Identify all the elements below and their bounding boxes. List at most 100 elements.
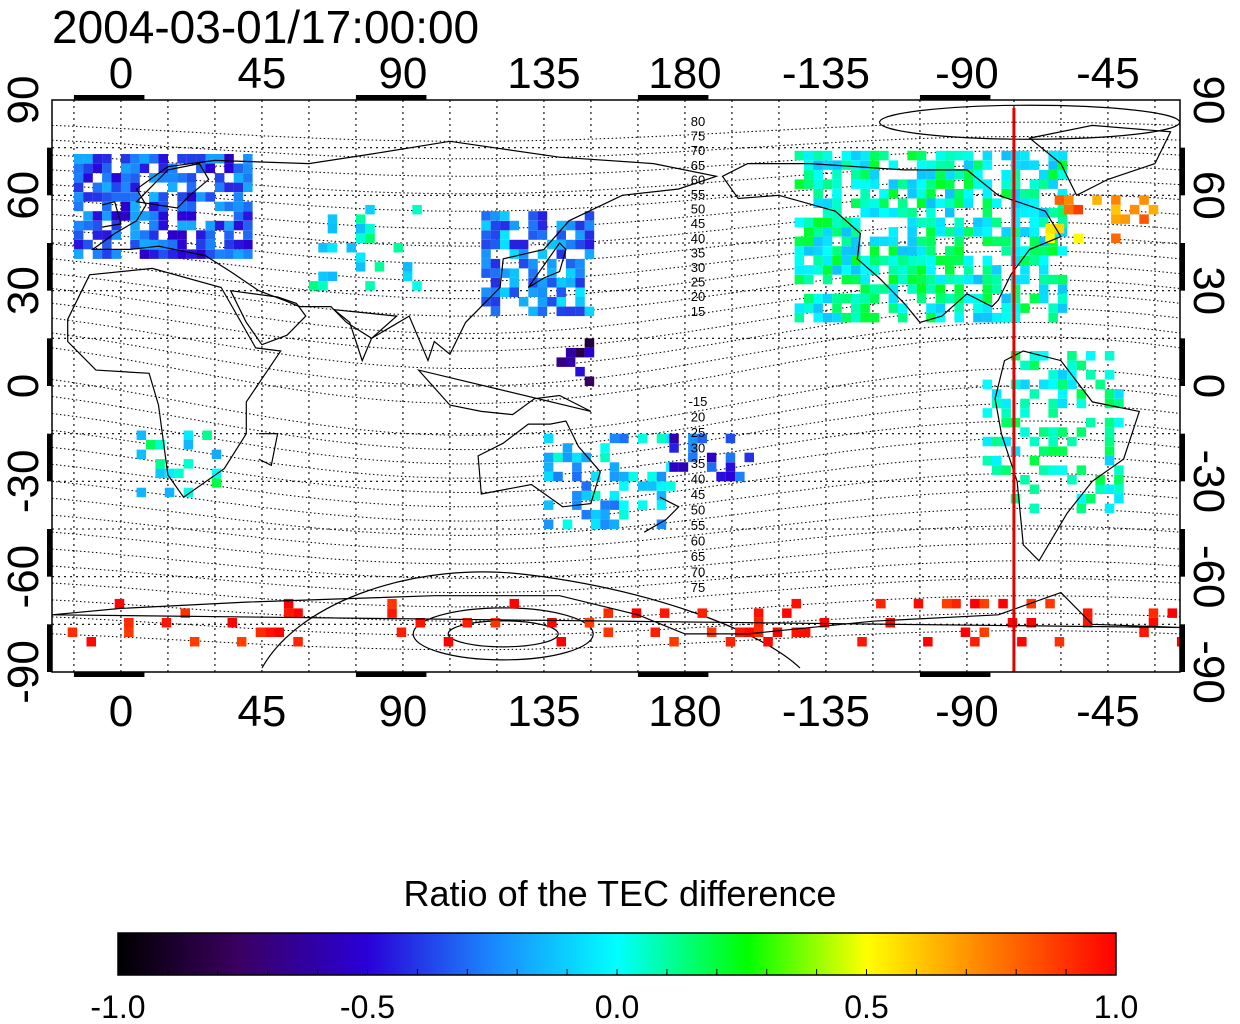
tec-cell (819, 618, 830, 628)
tec-cell (211, 449, 222, 460)
tec-cell (860, 312, 870, 323)
tec-cell (556, 278, 566, 288)
tec-cell (415, 618, 425, 628)
tec-cell (935, 312, 946, 323)
tec-cell (1010, 284, 1021, 294)
contour-label: 80 (691, 114, 705, 129)
tec-cell (236, 637, 247, 647)
tec-cell (609, 433, 620, 444)
tec-cell (1086, 351, 1096, 361)
tec-cell (543, 471, 554, 482)
tec-cell (186, 182, 197, 193)
coastline (332, 308, 399, 363)
tec-cell (73, 201, 84, 212)
tec-cell (935, 217, 946, 228)
tec-cell (973, 303, 983, 313)
tec-cell (481, 239, 491, 250)
tec-cell (102, 201, 112, 212)
tec-cell (926, 312, 936, 323)
tec-cell (982, 236, 993, 247)
tec-cell (186, 249, 197, 259)
tec-cell (945, 293, 955, 304)
lat-label-right: 30 (1184, 266, 1233, 315)
tec-cell (528, 278, 538, 288)
tec-cell (822, 255, 833, 266)
coastline (67, 267, 282, 499)
tec-cell (822, 246, 833, 256)
tec-cell (832, 217, 842, 228)
tec-cell (1029, 227, 1040, 237)
tec-cell (669, 637, 679, 647)
tec-cell (565, 306, 576, 317)
tec-cell (1001, 150, 1011, 161)
tec-cell (832, 246, 842, 256)
tec-cell (794, 236, 805, 247)
tec-cell (149, 192, 159, 202)
mlat-contour (52, 321, 1180, 387)
tec-cell (907, 255, 917, 266)
mlat-contour (52, 507, 1180, 551)
tec-cell (565, 268, 576, 278)
tec-cell (869, 265, 880, 275)
tec-cell (167, 173, 178, 183)
tec-cell (1039, 274, 1049, 285)
tec-cell (124, 618, 134, 628)
tec-cell (963, 227, 974, 237)
tec-cell (365, 233, 375, 243)
tec-cell (124, 627, 134, 637)
tec-cell (1010, 198, 1021, 208)
lat-label-left: -90 (0, 640, 48, 704)
tec-cell (1067, 379, 1077, 390)
tec-cell (600, 443, 610, 453)
tec-cell (490, 211, 501, 221)
tec-cell (139, 239, 150, 250)
tec-cell (177, 154, 187, 164)
tec-cell (992, 398, 1002, 409)
tec-cell (926, 255, 936, 266)
tec-cell (1029, 217, 1040, 228)
tec-cell (907, 227, 917, 237)
tec-cell (650, 627, 660, 637)
lon-label-bottom: -135 (782, 687, 870, 736)
tec-cell (954, 274, 964, 285)
tec-cell (102, 192, 112, 202)
tec-cell (982, 408, 993, 418)
contour-label: 20 (691, 289, 705, 304)
tec-cell (916, 293, 927, 304)
tec-cell (490, 268, 501, 278)
tec-cell (186, 192, 197, 202)
tec-cell (791, 627, 801, 637)
tec-cell (365, 204, 375, 215)
tec-cell (841, 246, 852, 256)
tec-cell (973, 169, 983, 180)
tec-cell (243, 173, 253, 183)
lat-label-left: 90 (0, 76, 48, 125)
tec-cell (167, 239, 178, 250)
tec-cell (1048, 436, 1058, 447)
tec-cell (851, 255, 861, 266)
tec-cell (214, 182, 225, 193)
tec-cell (907, 246, 917, 256)
tec-cell (158, 220, 168, 231)
tec-cell (120, 192, 131, 202)
tec-cell (584, 211, 595, 221)
tec-cell (600, 509, 610, 520)
coastline (101, 200, 122, 228)
tec-cell (869, 150, 880, 161)
tec-cell (1104, 503, 1115, 514)
tec-cell (233, 220, 244, 231)
tec-map: 8075706560555045403530252015-15202530354… (0, 49, 1233, 736)
tec-cell (916, 246, 927, 256)
lat-label-right: -90 (1184, 640, 1233, 704)
tec-cell (885, 618, 895, 628)
axis-bar (73, 95, 145, 100)
tec-cell (992, 265, 1002, 275)
tec-cell (581, 481, 591, 491)
tec-cell (584, 618, 595, 628)
tec-cell (926, 179, 936, 189)
tec-cell (1020, 274, 1030, 285)
tec-cell (1148, 204, 1159, 215)
tec-cell (102, 154, 112, 164)
tec-cell (518, 239, 529, 250)
tec-cell (346, 243, 356, 253)
